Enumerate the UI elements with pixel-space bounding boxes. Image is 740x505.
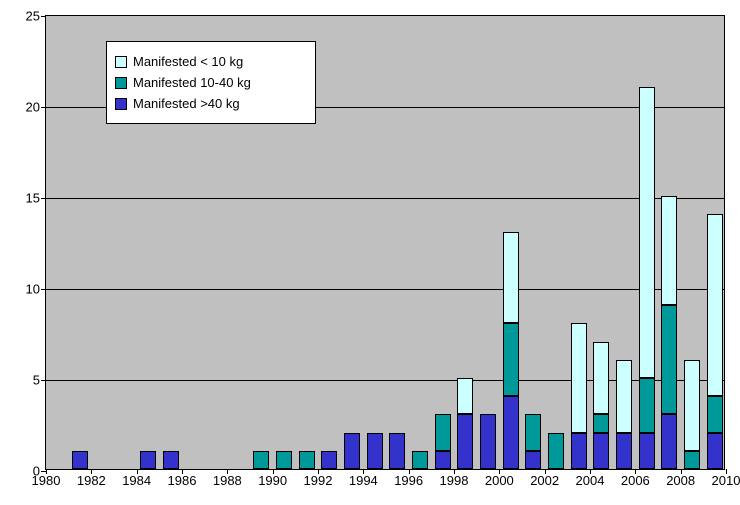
legend-item: Manifested >40 kg bbox=[115, 96, 307, 111]
y-tick-label: 10 bbox=[26, 282, 46, 297]
legend: Manifested < 10 kg Manifested 10-40 kg Man… bbox=[106, 41, 316, 124]
bar-segment-lt10 bbox=[684, 360, 700, 451]
x-tick-label: 1982 bbox=[77, 469, 106, 488]
bar-segment-lt10 bbox=[639, 87, 655, 378]
y-tick-label: 15 bbox=[26, 191, 46, 206]
bar-segment-gt40 bbox=[389, 433, 405, 469]
x-tick-label: 1988 bbox=[213, 469, 242, 488]
bar-segment-gt40 bbox=[457, 414, 473, 469]
bar bbox=[367, 433, 383, 469]
x-tick-label: 1984 bbox=[122, 469, 151, 488]
bar-segment-lt10 bbox=[616, 360, 632, 433]
bar bbox=[639, 87, 655, 469]
stacked-bar-chart: 0510152025198019821984198619881990199219… bbox=[0, 0, 740, 505]
bar bbox=[707, 214, 723, 469]
bar bbox=[253, 451, 269, 469]
x-tick-label: 2002 bbox=[530, 469, 559, 488]
bar-segment-m1040 bbox=[412, 451, 428, 469]
bar-segment-lt10 bbox=[593, 342, 609, 415]
bar-segment-gt40 bbox=[661, 414, 677, 469]
x-tick-label: 2004 bbox=[576, 469, 605, 488]
bar bbox=[548, 433, 564, 469]
bar bbox=[344, 433, 360, 469]
bar-segment-m1040 bbox=[276, 451, 292, 469]
bar-segment-gt40 bbox=[639, 433, 655, 469]
x-tick-label: 1986 bbox=[168, 469, 197, 488]
legend-label: Manifested 10-40 kg bbox=[133, 75, 251, 90]
bar bbox=[571, 323, 587, 469]
legend-swatch bbox=[115, 77, 127, 89]
x-tick-label: 1996 bbox=[394, 469, 423, 488]
bar-segment-lt10 bbox=[661, 196, 677, 305]
bar bbox=[140, 451, 156, 469]
bar-segment-lt10 bbox=[457, 378, 473, 414]
bar-segment-gt40 bbox=[72, 451, 88, 469]
bar bbox=[299, 451, 315, 469]
gridline bbox=[46, 198, 724, 199]
bar bbox=[389, 433, 405, 469]
x-tick-label: 2008 bbox=[666, 469, 695, 488]
x-tick-label: 2000 bbox=[485, 469, 514, 488]
bar-segment-m1040 bbox=[661, 305, 677, 414]
bar bbox=[72, 451, 88, 469]
bar-segment-gt40 bbox=[321, 451, 337, 469]
bar-segment-m1040 bbox=[503, 323, 519, 396]
legend-item: Manifested 10-40 kg bbox=[115, 75, 307, 90]
x-tick-label: 1980 bbox=[32, 469, 61, 488]
bar-segment-m1040 bbox=[707, 396, 723, 432]
bar bbox=[435, 414, 451, 469]
bar bbox=[503, 232, 519, 469]
bar-segment-gt40 bbox=[571, 433, 587, 469]
legend-label: Manifested < 10 kg bbox=[133, 54, 243, 69]
bar-segment-lt10 bbox=[571, 323, 587, 432]
bar-segment-gt40 bbox=[616, 433, 632, 469]
x-tick-label: 2006 bbox=[621, 469, 650, 488]
bar-segment-gt40 bbox=[480, 414, 496, 469]
bar-segment-gt40 bbox=[140, 451, 156, 469]
bar bbox=[321, 451, 337, 469]
bar-segment-m1040 bbox=[684, 451, 700, 469]
x-tick-label: 1992 bbox=[304, 469, 333, 488]
bar-segment-lt10 bbox=[503, 232, 519, 323]
bar bbox=[457, 378, 473, 469]
bar-segment-m1040 bbox=[299, 451, 315, 469]
bar-segment-m1040 bbox=[435, 414, 451, 450]
legend-label: Manifested >40 kg bbox=[133, 96, 240, 111]
bar-segment-gt40 bbox=[367, 433, 383, 469]
bar bbox=[276, 451, 292, 469]
legend-swatch bbox=[115, 98, 127, 110]
x-tick-label: 2010 bbox=[712, 469, 740, 488]
bar-segment-gt40 bbox=[593, 433, 609, 469]
bar bbox=[525, 414, 541, 469]
bar-segment-m1040 bbox=[253, 451, 269, 469]
bar-segment-lt10 bbox=[707, 214, 723, 396]
bar-segment-m1040 bbox=[593, 414, 609, 432]
bar bbox=[163, 451, 179, 469]
bar bbox=[593, 342, 609, 469]
gridline bbox=[46, 289, 724, 290]
bar-segment-gt40 bbox=[435, 451, 451, 469]
plot-area: 0510152025198019821984198619881990199219… bbox=[45, 15, 725, 470]
bar bbox=[412, 451, 428, 469]
bar-segment-gt40 bbox=[163, 451, 179, 469]
bar bbox=[480, 414, 496, 469]
bar-segment-gt40 bbox=[344, 433, 360, 469]
bar-segment-gt40 bbox=[503, 396, 519, 469]
bar-segment-m1040 bbox=[525, 414, 541, 450]
y-tick-label: 20 bbox=[26, 100, 46, 115]
bar-segment-gt40 bbox=[707, 433, 723, 469]
legend-swatch bbox=[115, 56, 127, 68]
bar bbox=[661, 196, 677, 469]
x-tick-label: 1990 bbox=[258, 469, 287, 488]
bar bbox=[616, 360, 632, 469]
bar-segment-m1040 bbox=[548, 433, 564, 469]
legend-item: Manifested < 10 kg bbox=[115, 54, 307, 69]
x-tick-label: 1994 bbox=[349, 469, 378, 488]
bar-segment-gt40 bbox=[525, 451, 541, 469]
y-tick-label: 25 bbox=[26, 9, 46, 24]
x-tick-label: 1998 bbox=[440, 469, 469, 488]
bar-segment-m1040 bbox=[639, 378, 655, 433]
y-tick-label: 5 bbox=[33, 373, 46, 388]
bar bbox=[684, 360, 700, 469]
